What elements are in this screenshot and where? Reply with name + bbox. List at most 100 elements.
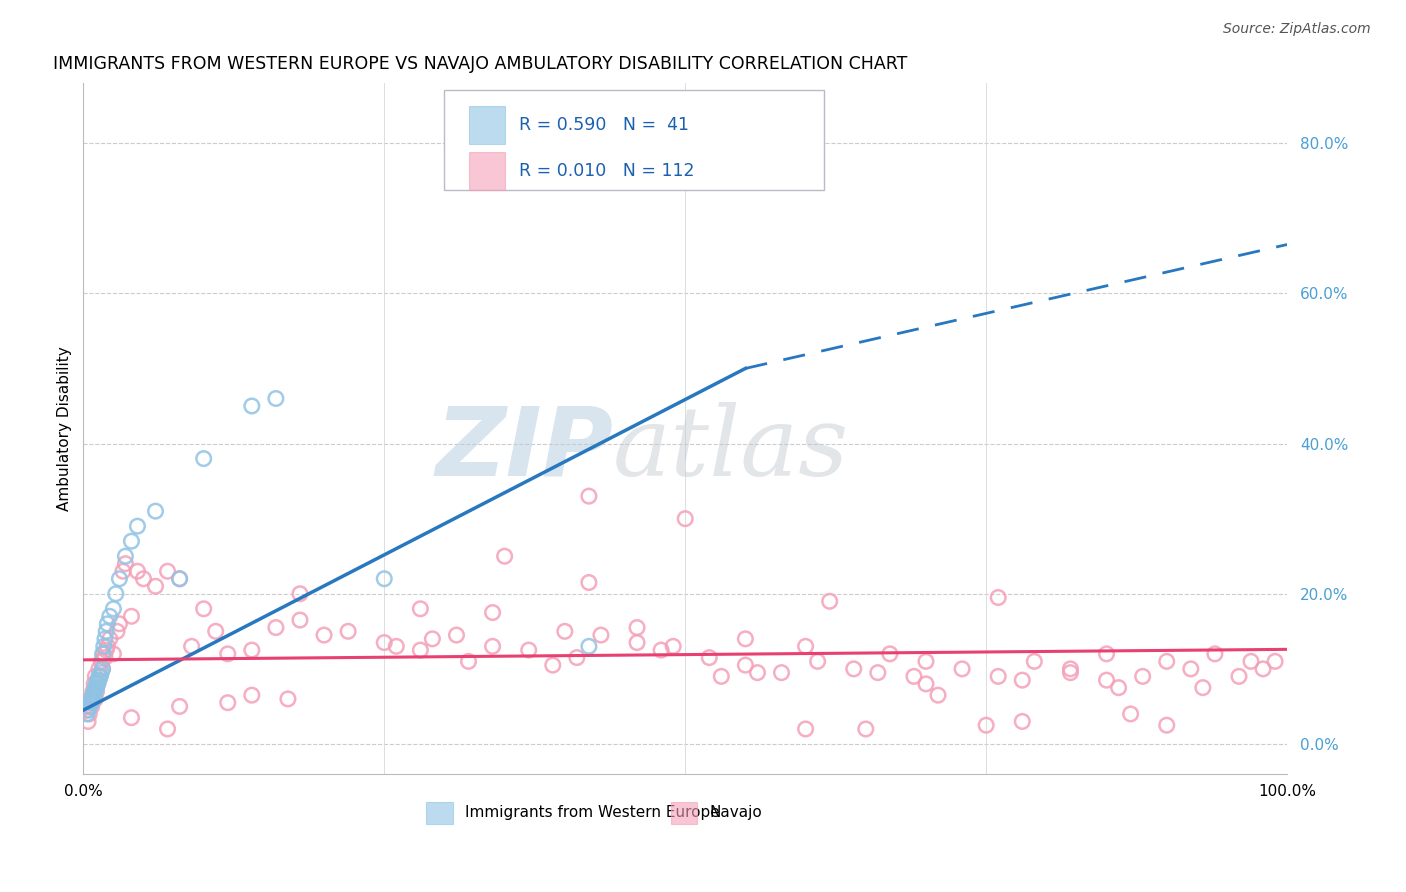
Point xyxy=(79,692,101,706)
Point xyxy=(217,696,239,710)
Bar xyxy=(468,153,505,190)
Point xyxy=(288,587,311,601)
Text: Source: ZipAtlas.com: Source: ZipAtlas.com xyxy=(1223,22,1371,37)
Point xyxy=(312,628,335,642)
Text: Navajo: Navajo xyxy=(709,805,762,821)
Point xyxy=(1095,647,1118,661)
Point xyxy=(96,640,118,654)
Point xyxy=(650,643,672,657)
Point xyxy=(79,699,101,714)
Point xyxy=(794,722,817,736)
Point xyxy=(169,699,191,714)
Point xyxy=(132,572,155,586)
Point xyxy=(565,650,588,665)
Point xyxy=(1192,681,1215,695)
Point xyxy=(697,650,720,665)
Point xyxy=(180,640,202,654)
Point xyxy=(90,654,112,668)
Point xyxy=(373,635,395,649)
Point xyxy=(554,624,576,639)
Point xyxy=(120,711,142,725)
Point xyxy=(264,392,287,406)
Point xyxy=(94,650,117,665)
Point xyxy=(710,669,733,683)
Point xyxy=(1108,681,1130,695)
Point xyxy=(83,684,105,698)
Point xyxy=(91,662,114,676)
Point xyxy=(193,451,215,466)
Point xyxy=(93,640,115,654)
Point xyxy=(1264,654,1286,668)
Point xyxy=(169,572,191,586)
Point xyxy=(76,706,98,721)
Point xyxy=(87,673,110,687)
Point xyxy=(1011,673,1033,687)
Point xyxy=(277,692,299,706)
Point xyxy=(446,628,468,642)
Text: atlas: atlas xyxy=(613,402,849,496)
Point xyxy=(855,722,877,736)
Point xyxy=(127,519,149,533)
Text: R = 0.010   N = 112: R = 0.010 N = 112 xyxy=(519,162,695,180)
Point xyxy=(108,616,131,631)
Point xyxy=(734,632,756,646)
Point xyxy=(409,643,432,657)
Point xyxy=(409,601,432,615)
Point xyxy=(541,658,564,673)
Text: Immigrants from Western Europe: Immigrants from Western Europe xyxy=(465,805,720,821)
Point xyxy=(494,549,516,564)
Point xyxy=(120,534,142,549)
Point xyxy=(1156,718,1178,732)
Text: IMMIGRANTS FROM WESTERN EUROPE VS NAVAJO AMBULATORY DISABILITY CORRELATION CHART: IMMIGRANTS FROM WESTERN EUROPE VS NAVAJO… xyxy=(53,55,907,73)
Point xyxy=(156,564,179,578)
Point xyxy=(84,681,107,695)
Point xyxy=(87,677,110,691)
Bar xyxy=(671,802,697,824)
Point xyxy=(114,549,136,564)
Point xyxy=(96,624,118,639)
Point xyxy=(91,662,114,676)
Point xyxy=(87,677,110,691)
Point xyxy=(80,692,103,706)
Point xyxy=(240,399,263,413)
Point xyxy=(373,572,395,586)
Point xyxy=(987,591,1010,605)
Point xyxy=(915,677,938,691)
Text: R = 0.590   N =  41: R = 0.590 N = 41 xyxy=(519,116,689,134)
Point xyxy=(77,714,100,729)
Point xyxy=(987,669,1010,683)
Point xyxy=(156,722,179,736)
Point xyxy=(96,643,118,657)
Point xyxy=(79,696,101,710)
Point xyxy=(80,696,103,710)
Point xyxy=(1011,714,1033,729)
Point xyxy=(82,692,104,706)
Point xyxy=(111,564,134,578)
Point xyxy=(626,635,648,649)
Point xyxy=(1240,654,1263,668)
Point xyxy=(734,658,756,673)
Point xyxy=(1132,669,1154,683)
Point xyxy=(578,489,600,503)
Point xyxy=(337,624,360,639)
Point xyxy=(86,684,108,698)
Point xyxy=(145,504,167,518)
Point xyxy=(385,640,408,654)
Point xyxy=(89,669,111,683)
Point xyxy=(1156,654,1178,668)
Point xyxy=(974,718,997,732)
Point xyxy=(84,669,107,683)
Bar xyxy=(426,802,453,824)
Point xyxy=(169,572,191,586)
Point xyxy=(747,665,769,680)
Point xyxy=(662,640,685,654)
Point xyxy=(86,677,108,691)
Point xyxy=(80,699,103,714)
Point xyxy=(82,684,104,698)
Point xyxy=(83,677,105,691)
Point xyxy=(94,632,117,646)
Point xyxy=(87,662,110,676)
Point xyxy=(86,681,108,695)
Point xyxy=(903,669,925,683)
Point xyxy=(770,665,793,680)
